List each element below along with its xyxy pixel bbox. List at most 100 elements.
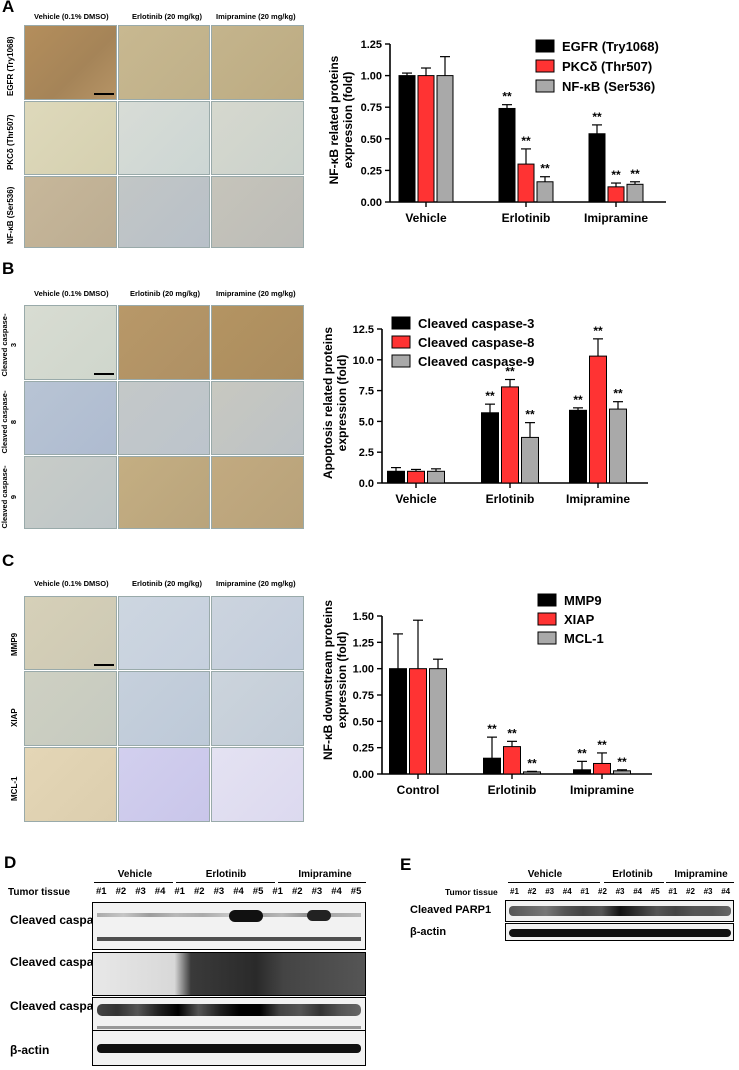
blot-d-lane-3: #3: [135, 886, 146, 897]
bar: [389, 668, 407, 775]
blot-d-group-erlotinib: Erlotinib: [205, 869, 247, 880]
blot-e-group-vehicle: Vehicle: [527, 869, 563, 880]
panel-b-col-header-3: Imipramine (20 mg/kg): [216, 289, 296, 298]
panel-b-col-header-1: Vehicle (0.1% DMSO): [34, 289, 109, 298]
y-axis-label: NF-κB downstream proteinsexpression (fol…: [321, 600, 349, 760]
blot-d-lane-5: #1: [174, 886, 185, 897]
y-tick-label: 0.00: [361, 197, 382, 209]
legend-label: EGFR (Try1068): [562, 39, 659, 54]
panel-a-row-label-2: PKCδ (Thr507): [6, 114, 15, 170]
panel-b-row-label-2: Cleaved caspase-8: [0, 390, 18, 454]
blot-d-lane-11: #2: [292, 886, 303, 897]
significance-mark: **: [540, 162, 550, 176]
blot-e-lane-10: #1: [668, 887, 678, 896]
ihc-image-c-imipramine-mmp9: [211, 596, 304, 670]
ihc-image-b-imipramine-casp3: [211, 305, 304, 380]
ihc-image-b-vehicle-casp3: [24, 305, 117, 380]
ihc-image-c-erlotinib-mmp9: [118, 596, 210, 670]
blot-e-lane-3: #3: [545, 887, 555, 896]
panel-c-col-header-1: Vehicle (0.1% DMSO): [34, 579, 109, 588]
ihc-image-b-imipramine-casp8: [211, 381, 304, 455]
legend-swatch: [537, 593, 557, 607]
legend-swatch: [537, 631, 557, 645]
blot-e-lane-4: #4: [562, 887, 572, 896]
bar: [607, 186, 625, 203]
ihc-image-a-vehicle-egfr: [24, 25, 117, 100]
ihc-image-a-vehicle-pkc: [24, 101, 117, 175]
y-tick-label: 1.00: [353, 664, 374, 676]
blot-e-lane-5: #1: [580, 887, 590, 896]
legend-label: Cleaved caspase-9: [418, 354, 534, 369]
ihc-image-a-imipramine-egfr: [211, 25, 304, 100]
significance-mark: **: [521, 134, 531, 148]
blot-e-group-line-imipramine: [666, 882, 734, 883]
panel-b-letter: B: [2, 259, 15, 278]
panel-e-letter: E: [400, 855, 412, 874]
significance-mark: **: [593, 324, 603, 338]
bar: [589, 355, 607, 484]
blot-e-parp1: [505, 900, 734, 922]
significance-mark: **: [577, 746, 587, 760]
blot-d-label-actin: β-actin: [10, 1043, 50, 1057]
blot-d-group-line-imipramine: [278, 882, 366, 883]
blot-d-lane-13: #4: [331, 886, 342, 897]
y-tick-label: 0.75: [361, 102, 382, 114]
blot-d-label-casp3: Cleaved caspase-3: [10, 913, 118, 927]
legend-label: NF-κB (Ser536): [562, 79, 655, 94]
scale-bar-icon: [94, 664, 114, 666]
x-tick-label: Vehicle: [405, 211, 447, 225]
blot-e-lane-6: #2: [598, 887, 607, 896]
significance-mark: **: [502, 90, 512, 104]
panel-c-letter: C: [2, 551, 15, 570]
blot-d-lane-4: #4: [154, 886, 166, 897]
ihc-image-b-vehicle-casp8: [24, 381, 117, 455]
bar: [498, 107, 516, 203]
y-axis-label: NF-κB related proteinsexpression (fold): [327, 55, 355, 184]
legend-label: XIAP: [564, 612, 595, 627]
blot-d-lane-12: #3: [311, 886, 323, 897]
blot-d-group-line-erlotinib: [176, 882, 275, 883]
legend-label: PKCδ (Thr507): [562, 59, 652, 74]
significance-mark: **: [617, 755, 627, 769]
ihc-image-c-erlotinib-xiap: [118, 671, 210, 746]
legend-label: Cleaved caspase-3: [418, 316, 534, 331]
blot-e-group-imipramine: Imipramine: [674, 869, 728, 880]
legend-label: MCL-1: [564, 631, 604, 646]
legend-label: Cleaved caspase-8: [418, 335, 534, 350]
blot-d-group-imipramine: Imipramine: [298, 869, 352, 880]
panel-a-letter: A: [2, 0, 15, 16]
bar: [429, 668, 447, 775]
chart-c: 0.00 0.25 0.50 0.75 1.00 1.25 1.50 NF-κB downst…: [321, 593, 652, 797]
ihc-image-c-vehicle-mmp9: [24, 596, 117, 670]
x-tick-label: Imipramine: [570, 783, 634, 797]
panel-d-letter: D: [4, 853, 17, 872]
blot-d-lane-10: #1: [272, 886, 283, 897]
blot-d-lane-9: #5: [252, 886, 264, 897]
x-tick-label: Imipramine: [566, 492, 630, 506]
blot-d-casp8: [92, 952, 366, 996]
blot-d-label-casp9: Cleaved caspase-9: [10, 999, 118, 1013]
y-tick-label: 2.5: [359, 447, 374, 459]
blot-d-lane-6: #2: [194, 886, 205, 897]
y-tick-label: 1.25: [353, 637, 374, 649]
blot-d-casp3: [92, 902, 366, 950]
blot-e-group-erlotinib: Erlotinib: [612, 869, 653, 880]
ihc-image-b-erlotinib-casp3: [118, 305, 210, 380]
significance-mark: **: [485, 389, 495, 403]
blot-e-lane-12: #3: [703, 887, 713, 896]
blot-e-label-actin: β-actin: [410, 926, 447, 938]
legend-label: MMP9: [564, 593, 602, 608]
bar: [407, 470, 425, 484]
blot-d-group-vehicle: Vehicle: [117, 869, 153, 880]
x-tick-label: Imipramine: [584, 211, 648, 225]
panel-a-col-header-1: Vehicle (0.1% DMSO): [34, 12, 109, 21]
bar: [573, 769, 591, 775]
blot-e-actin: [505, 923, 734, 941]
chart-a: 0.00 0.25 0.50 0.75 1.00 1.25 NF-κB related pr…: [327, 39, 666, 225]
blot-d-lane-2: #2: [115, 886, 127, 897]
significance-mark: **: [630, 167, 640, 181]
significance-mark: **: [597, 738, 607, 752]
ihc-image-a-erlotinib-nfkb: [118, 176, 210, 248]
blot-d-lane-8: #4: [233, 886, 244, 897]
panel-a-row-label-1: EGFR (Try1068): [6, 36, 15, 96]
